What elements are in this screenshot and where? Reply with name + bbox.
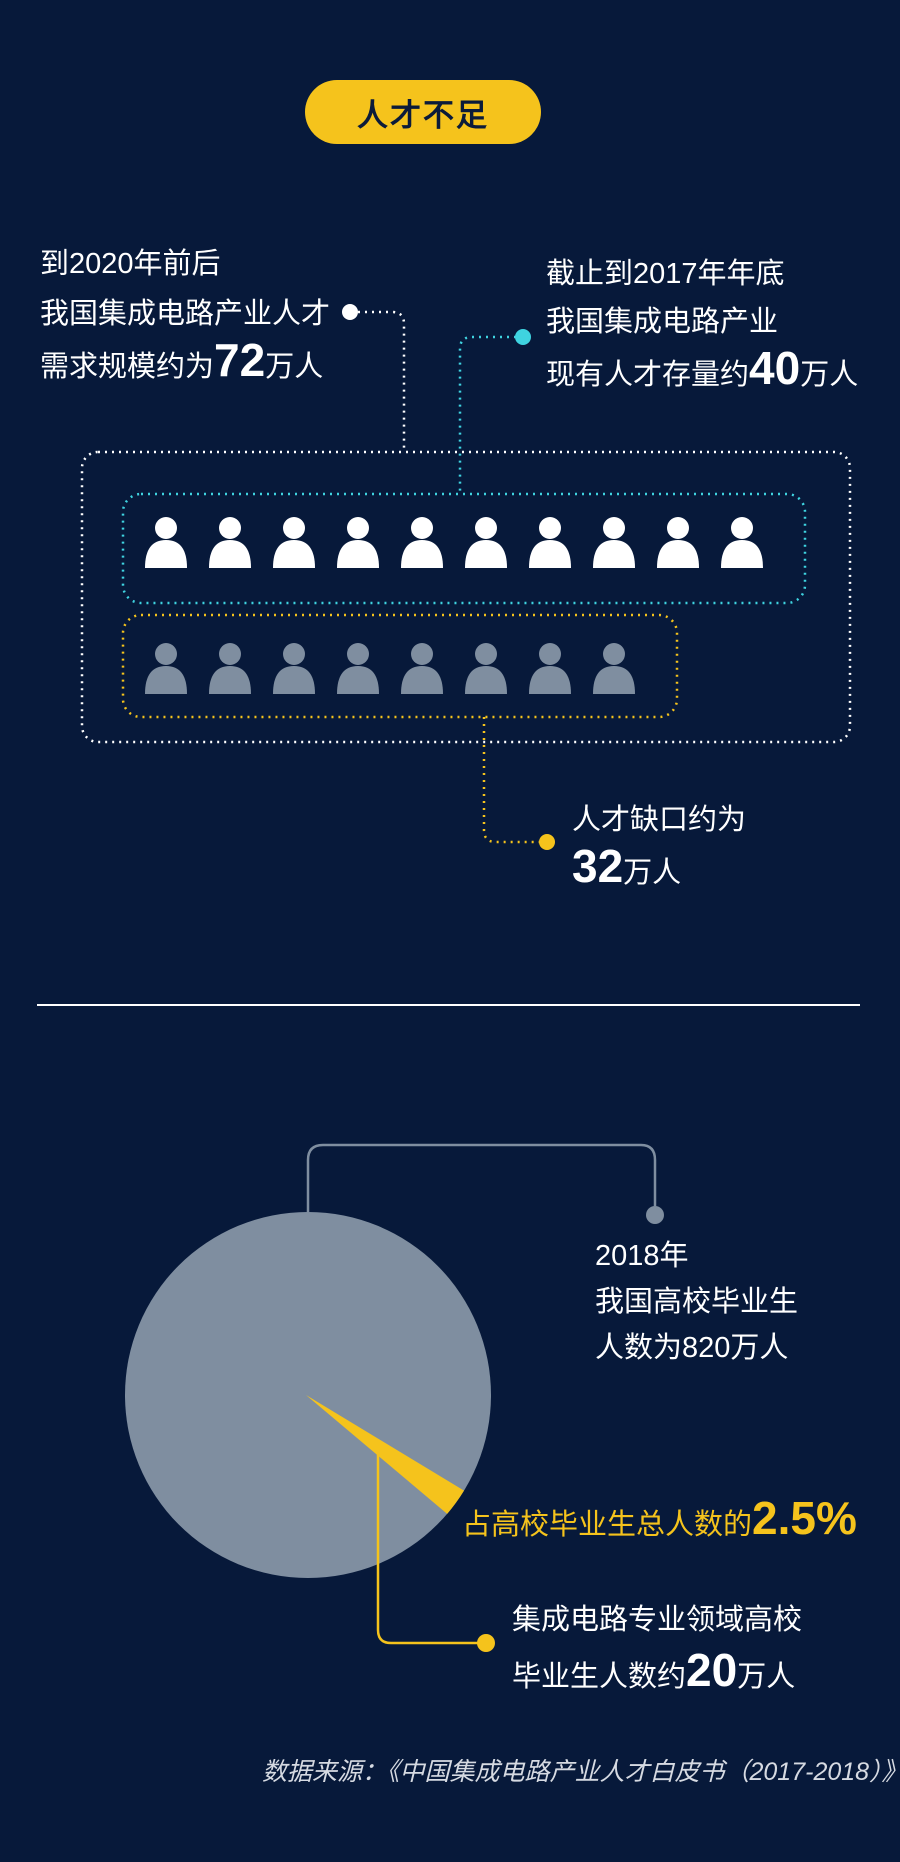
ic-grads-unit: 万人 [737, 1661, 796, 1693]
section-title-pill: 人才不足 [305, 80, 541, 144]
graduates-dot [646, 1206, 664, 1224]
person-icon [209, 643, 251, 694]
gap-connector [482, 717, 540, 844]
share-prefix: 占高校毕业生总人数的 [462, 1509, 753, 1541]
demand-line-2: 我国集成电路产业人才 [40, 298, 331, 330]
demand-line-3-prefix: 需求规模约为 [40, 351, 215, 383]
share-label: 占高校毕业生总人数的2.5% [462, 1494, 857, 1549]
pie-slice-large [125, 1212, 491, 1578]
data-source: 数据来源：《中国集成电路产业人才白皮书（2017-2018）》 [262, 1758, 900, 1786]
demand-dot [342, 304, 358, 320]
gap-dot [539, 834, 555, 850]
person-icon [145, 643, 187, 694]
ic-grads-line-2-prefix: 毕业生人数约 [512, 1661, 687, 1693]
gap-line-1: 人才缺口约为 [572, 804, 747, 836]
person-icon [721, 517, 763, 568]
gap-value: 32 [572, 840, 624, 892]
person-icon [273, 517, 315, 568]
person-icon [657, 517, 699, 568]
person-icon [529, 517, 571, 568]
demand-line-3: 需求规模约为72万人 [40, 336, 323, 391]
demand-value: 72 [214, 334, 266, 386]
person-icon [465, 643, 507, 694]
person-icon [401, 643, 443, 694]
icon-row-stock [145, 517, 763, 568]
ic-grads-dot [477, 1634, 495, 1652]
person-icon [209, 517, 251, 568]
demand-unit: 万人 [265, 351, 324, 383]
pie-slice-small [306, 1395, 465, 1514]
person-icon [401, 517, 443, 568]
section-title: 人才不足 [357, 97, 489, 133]
person-icon [145, 517, 187, 568]
graduates-line-3: 人数为820万人 [595, 1332, 789, 1364]
share-value: 2.5% [752, 1492, 857, 1544]
stock-dot [515, 329, 531, 345]
stock-line-2: 我国集成电路产业 [546, 306, 779, 338]
demand-line-1: 到2020年前后 [40, 248, 221, 280]
stock-line-1: 截止到2017年年底 [546, 258, 785, 290]
person-icon [337, 643, 379, 694]
person-icon [465, 517, 507, 568]
stock-unit: 万人 [800, 359, 859, 391]
ic-grads-connector [376, 1448, 478, 1645]
gap-line-2: 32万人 [572, 842, 681, 897]
stock-line-3-prefix: 现有人才存量约 [546, 359, 750, 391]
ic-grads-value: 20 [686, 1644, 738, 1696]
stock-frame [121, 492, 807, 605]
icon-row-gap [145, 643, 635, 694]
person-icon [593, 517, 635, 568]
gap-frame [121, 613, 679, 719]
graduates-pie [125, 1212, 491, 1578]
demand-connector [358, 310, 406, 452]
ic-grads-line-1: 集成电路专业领域高校 [512, 1604, 803, 1636]
gap-unit: 万人 [623, 857, 682, 889]
stock-line-3: 现有人才存量约40万人 [546, 344, 858, 399]
stock-value: 40 [749, 342, 801, 394]
demand-frame [80, 450, 852, 744]
person-icon [593, 643, 635, 694]
graduates-connector [306, 1143, 657, 1212]
graduates-line-2: 我国高校毕业生 [595, 1286, 799, 1318]
ic-grads-line-2: 毕业生人数约20万人 [512, 1646, 795, 1701]
stock-connector [458, 335, 516, 494]
graduates-line-1: 2018年 [595, 1240, 689, 1272]
person-icon [529, 643, 571, 694]
person-icon [337, 517, 379, 568]
person-icon [273, 643, 315, 694]
